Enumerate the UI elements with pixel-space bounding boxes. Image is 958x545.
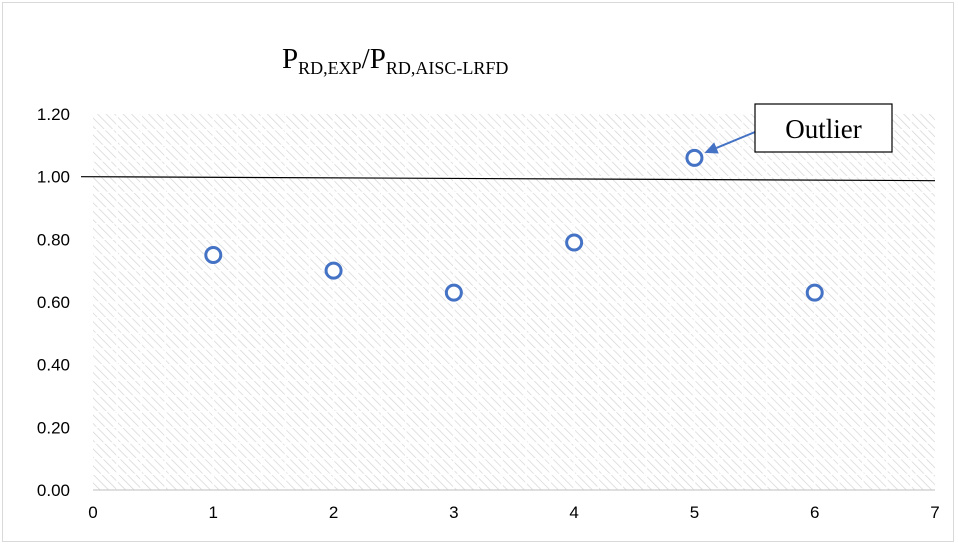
y-tick-label: 1.20 [37,105,70,124]
data-point [444,283,463,302]
x-tick-label: 6 [810,503,819,522]
data-point [204,246,223,264]
y-tick-label: 0.60 [37,293,70,312]
x-tick-label: 3 [449,503,458,522]
chart-title: PRD,EXP/PRD,AISC-LRFD [282,43,508,78]
x-tick-label: 0 [88,503,97,522]
data-points [204,148,824,302]
y-tick-label: 0.20 [37,418,70,437]
x-tick-label: 4 [569,503,578,522]
callout-arrow [716,131,756,149]
x-tick-label: 7 [930,503,939,522]
y-tick-label: 0.00 [37,481,70,500]
y-tick-label: 1.00 [37,168,70,187]
outlier-callout: Outlier [704,103,893,154]
x-axis-tick-labels: 0 1 2 3 4 5 6 7 [88,503,939,522]
data-point [324,261,343,280]
title-part-1-main: P [282,43,298,75]
y-axis-tick-labels: 0.00 0.20 0.40 0.60 0.80 1.00 1.20 [37,105,70,500]
data-point [685,148,704,167]
y-tick-label: 0.40 [37,356,70,375]
callout-box [754,103,893,153]
callout-arrowhead [704,142,719,154]
data-point [565,233,584,252]
title-part-1-sub: RD,EXP [298,58,362,78]
x-tick-label: 1 [209,503,218,522]
callout-text: Outlier [785,114,861,144]
y-tick-label: 0.80 [37,230,70,249]
data-point [805,283,824,302]
x-tick-label: 5 [690,503,699,522]
title-part-2-main: /P [362,43,386,75]
title-part-2-sub: RD,AISC-LRFD [386,58,509,78]
reference-line [80,176,936,182]
x-tick-label: 2 [329,503,338,522]
